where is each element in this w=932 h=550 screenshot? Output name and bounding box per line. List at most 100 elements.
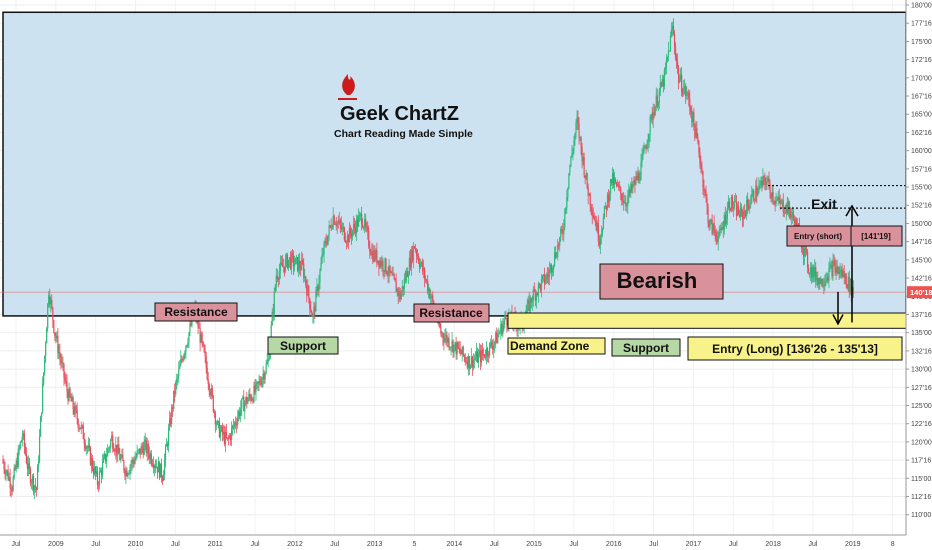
exit-label: Exit — [811, 196, 837, 212]
candle-body — [27, 463, 30, 469]
candle-body — [398, 290, 400, 296]
candle-body — [654, 106, 656, 116]
candle-body — [48, 295, 50, 304]
candle-body — [237, 417, 239, 425]
candle-body — [345, 242, 347, 243]
candle-body — [274, 286, 276, 292]
candle-body — [57, 335, 59, 354]
support-2-box — [611, 338, 681, 357]
candle-body — [639, 180, 641, 181]
candle-body — [826, 277, 828, 281]
candle-body — [29, 469, 32, 484]
candle-body — [116, 444, 118, 456]
candle-body — [490, 341, 492, 343]
entry-long-label: Entry (Long) [136'26 - 135'13] — [712, 342, 878, 356]
candle-body — [69, 388, 71, 397]
price-tick-label: 167'16 — [911, 94, 932, 101]
candle-body — [309, 298, 311, 310]
candle-body — [136, 450, 138, 457]
candle-body — [81, 425, 83, 427]
candle-body — [38, 436, 41, 462]
candle-body — [783, 212, 785, 214]
candle-body — [229, 435, 232, 440]
candle-body — [749, 205, 751, 210]
candle-body — [670, 29, 673, 36]
candle-body — [553, 264, 555, 270]
candle-body — [683, 88, 685, 94]
candle-body — [638, 172, 640, 181]
exit-level-lines — [768, 184, 906, 209]
candle-body — [705, 191, 707, 199]
candle-body — [852, 287, 854, 295]
price-tick-label: 152'16 — [911, 203, 932, 210]
candle-body — [299, 260, 301, 268]
candle-body — [577, 117, 579, 124]
candle-body — [408, 257, 410, 275]
candle-body — [710, 219, 712, 221]
candle-body — [221, 426, 224, 435]
candle-body — [698, 142, 700, 153]
candle-body — [815, 267, 817, 281]
candle-body — [728, 201, 730, 209]
candle-body — [214, 412, 216, 425]
candle-body — [650, 114, 652, 117]
price-tick-label: 142'16 — [911, 276, 932, 283]
candle-body — [8, 476, 10, 480]
candle-body — [430, 297, 432, 299]
candle-body — [540, 279, 543, 291]
candle-body — [578, 123, 580, 138]
candle-body — [753, 190, 755, 201]
support-1-box — [267, 336, 339, 355]
candle-body — [779, 200, 781, 204]
candle-body — [95, 471, 98, 474]
candle-body — [111, 435, 113, 441]
candle-body — [82, 425, 84, 440]
candle-body — [699, 152, 701, 164]
price-tick-label: 117'16 — [911, 458, 931, 465]
candle-body — [686, 94, 688, 96]
candle-body — [142, 448, 144, 455]
candle-body — [635, 176, 637, 185]
candle-body — [582, 156, 584, 162]
candle-body — [143, 442, 145, 455]
candle-body — [60, 357, 62, 364]
candle-body — [734, 201, 737, 203]
candle-body — [390, 272, 392, 274]
candle-body — [668, 50, 671, 52]
candle-body — [91, 458, 94, 469]
candle-body — [681, 74, 683, 93]
candle-body — [767, 178, 769, 182]
candle-body — [33, 485, 36, 491]
candle-body — [621, 193, 623, 201]
candle-body — [288, 257, 291, 260]
candle-body — [62, 362, 64, 364]
up-arrow-head — [845, 204, 859, 217]
candle-body — [711, 219, 713, 234]
candle-body — [551, 264, 553, 273]
candle-body — [825, 280, 827, 282]
price-tick-label: 137'16 — [911, 312, 932, 319]
candle-body — [215, 424, 217, 425]
candle-body — [315, 290, 317, 312]
candle-body — [400, 292, 402, 300]
candle-body — [217, 421, 219, 423]
candle-body — [696, 128, 698, 138]
candle-body — [281, 263, 283, 267]
candle-body — [120, 457, 122, 461]
candle-body — [574, 133, 576, 141]
candle-body — [726, 208, 728, 219]
brand-name: Geek ChartZ — [340, 103, 459, 125]
candle-body — [599, 236, 601, 246]
candle-body — [117, 444, 119, 456]
candle-body — [36, 466, 39, 490]
candle-body — [720, 228, 722, 230]
candle-body — [178, 368, 180, 377]
candle-body — [744, 211, 746, 213]
candle-body — [643, 146, 645, 153]
candle-body — [466, 361, 468, 368]
price-axis: 110'00 112'16 115'00 117'16 120'00 122'16 125'… — [905, 0, 932, 550]
candle-body — [177, 376, 179, 379]
candle-body — [373, 250, 375, 262]
candle-body — [6, 470, 8, 472]
candle-body — [766, 181, 768, 186]
